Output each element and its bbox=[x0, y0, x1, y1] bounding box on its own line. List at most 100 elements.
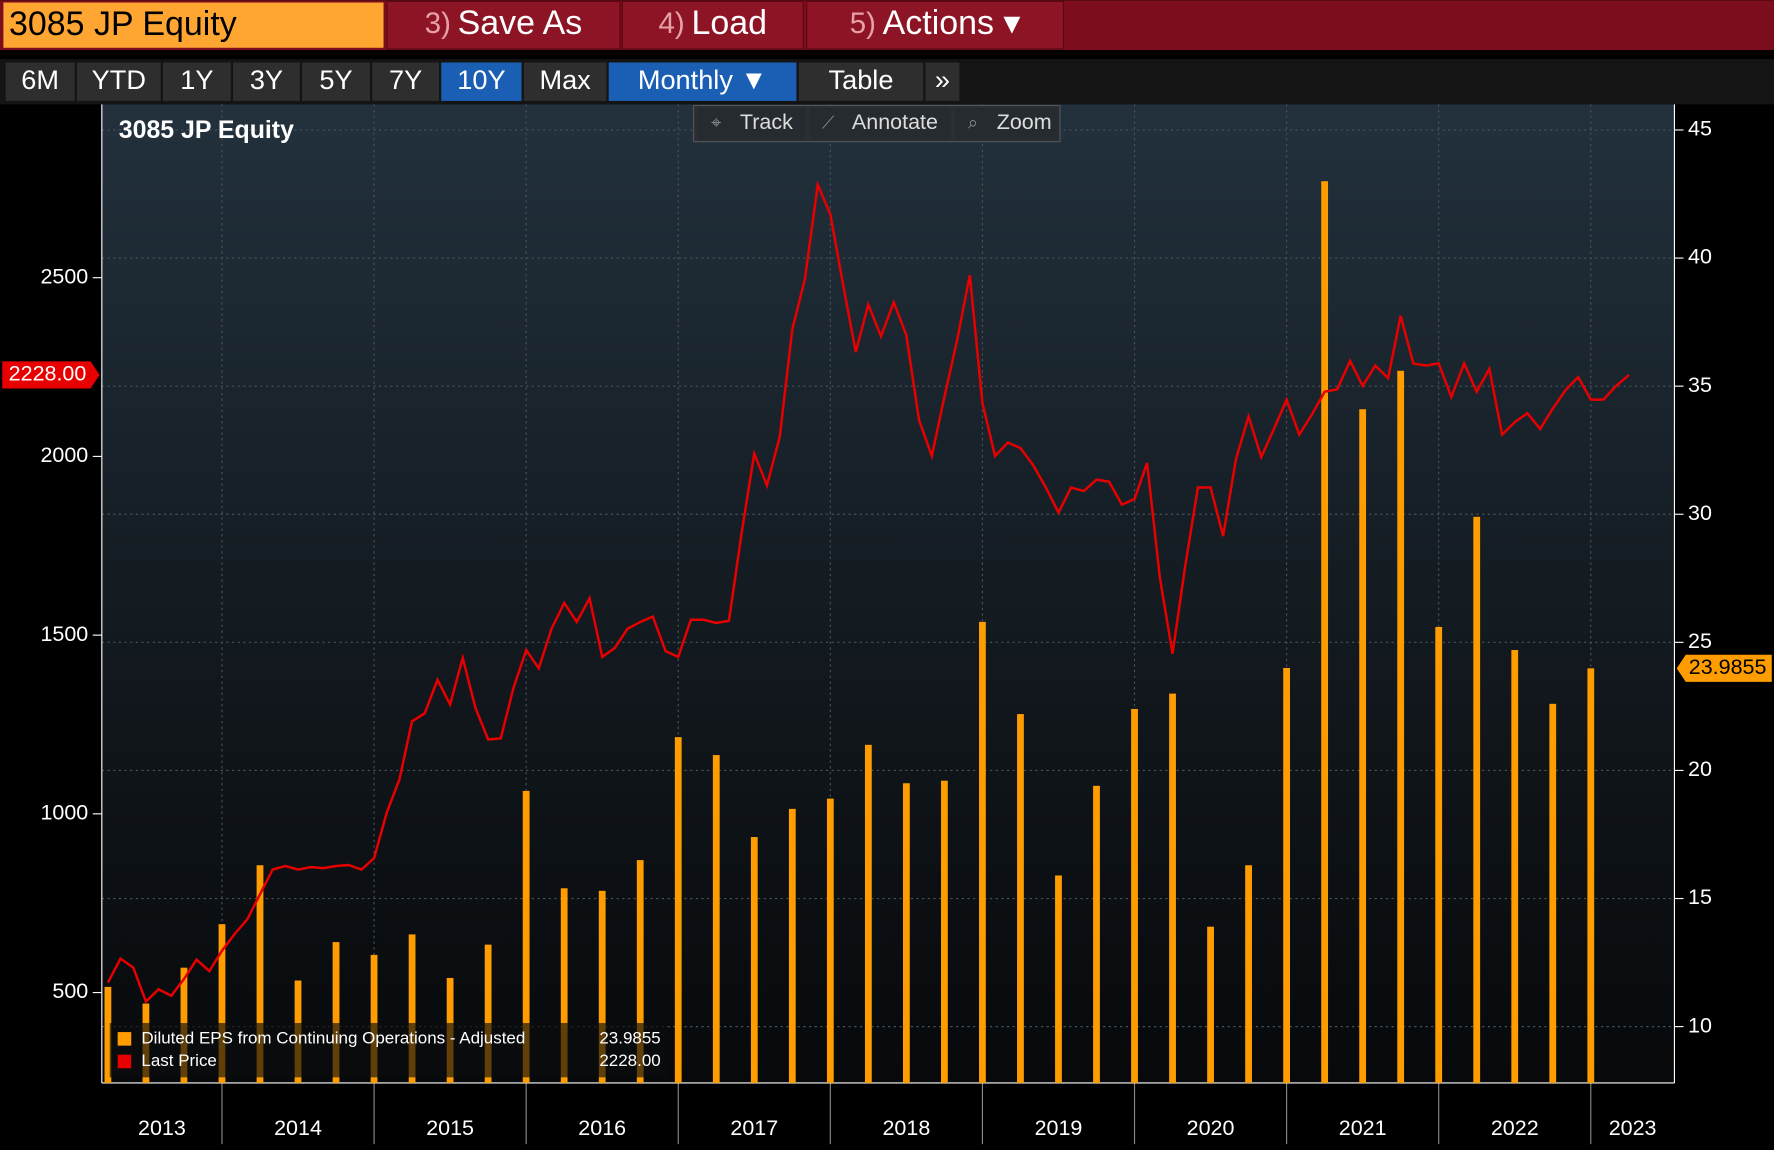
range-button[interactable] bbox=[233, 62, 300, 101]
tool-button[interactable] bbox=[954, 107, 1058, 140]
period-label: Monthly ▼ bbox=[638, 64, 767, 95]
y2-tick-label: 40 bbox=[1688, 245, 1712, 269]
chart-title: 3085 JP Equity bbox=[119, 116, 294, 144]
range-label: YTD bbox=[92, 64, 146, 95]
security-box[interactable] bbox=[3, 2, 384, 48]
bar bbox=[1587, 668, 1595, 1083]
legend-value: 23.9855 bbox=[599, 1028, 660, 1047]
legend: Diluted EPS from Continuing Operations -… bbox=[109, 1023, 667, 1078]
menu-button-bg bbox=[806, 0, 1065, 50]
tool-label: Track bbox=[740, 110, 793, 134]
range-button[interactable] bbox=[5, 62, 75, 101]
table-label: Table bbox=[829, 64, 894, 95]
bar bbox=[674, 737, 682, 1083]
bar bbox=[104, 986, 112, 1083]
y2-tick-label: 35 bbox=[1688, 373, 1712, 397]
tool-label: Annotate bbox=[852, 110, 938, 134]
bar bbox=[560, 888, 568, 1083]
bar bbox=[598, 890, 606, 1083]
security: 3085 JP Equity bbox=[9, 5, 237, 43]
y2-tick-label: 10 bbox=[1688, 1013, 1712, 1037]
range-label: 7Y bbox=[389, 64, 422, 95]
bar bbox=[712, 755, 720, 1083]
legend-value: 2228.00 bbox=[599, 1051, 660, 1070]
bar bbox=[750, 837, 758, 1083]
bar bbox=[979, 621, 986, 1083]
menu-num: 4) bbox=[659, 7, 685, 40]
x-year-label: 2017 bbox=[730, 1116, 778, 1140]
bar bbox=[1397, 370, 1405, 1083]
y-tick-label: 2000 bbox=[40, 443, 88, 467]
bar bbox=[1169, 693, 1176, 1083]
table-button[interactable] bbox=[798, 62, 924, 101]
tools: ⌖ Track ⟋ Annotate ⌕ Zoom bbox=[698, 107, 1058, 140]
range-button[interactable] bbox=[162, 62, 231, 101]
y-tick-label: 1500 bbox=[40, 622, 88, 646]
bar bbox=[788, 808, 796, 1083]
range-label: 1Y bbox=[180, 64, 213, 95]
menu-button-bg bbox=[386, 0, 621, 50]
tool-button[interactable] bbox=[698, 107, 806, 140]
period-button[interactable] bbox=[608, 62, 797, 101]
bar bbox=[1245, 865, 1252, 1083]
bar bbox=[522, 790, 530, 1083]
bar bbox=[256, 865, 264, 1083]
bar bbox=[1283, 667, 1291, 1083]
menu-button-bg bbox=[621, 0, 804, 50]
range-button[interactable] bbox=[76, 62, 161, 101]
bar bbox=[1131, 708, 1138, 1083]
last-value-tag bbox=[2, 361, 100, 389]
y2-tick-label: 25 bbox=[1688, 629, 1712, 653]
legend-bg bbox=[109, 1023, 667, 1078]
bar bbox=[1093, 785, 1100, 1083]
menu-button-label: 4) Load bbox=[659, 4, 767, 42]
y-tick-label: 500 bbox=[52, 979, 88, 1003]
bar bbox=[218, 924, 226, 1083]
range-label: 10Y bbox=[457, 64, 505, 95]
bar bbox=[1473, 516, 1481, 1083]
last-value-label: 2228.00 bbox=[9, 362, 87, 386]
plot: 10 15 20 25 30 35 40 45 500 1000 1500 2000 2500 2013 2… bbox=[2, 104, 1772, 1145]
x-year-label: 2018 bbox=[882, 1116, 930, 1140]
menu-num: 3) bbox=[425, 7, 451, 40]
ranges: 6M YTD 1Y 3Y 5Y 7Y 10Y Max Monthly ▼ Table » bbox=[5, 62, 960, 101]
legend-swatch bbox=[117, 1032, 132, 1046]
bar bbox=[408, 934, 416, 1083]
x-year-label: 2016 bbox=[578, 1116, 626, 1140]
range-label: Max bbox=[539, 64, 591, 95]
legend-name: Last Price bbox=[141, 1051, 216, 1070]
menu-button-label: 3) Save As bbox=[425, 4, 582, 42]
menu-button[interactable]: 3) Save As bbox=[386, 0, 621, 50]
tool-icon: ⌖ bbox=[711, 112, 721, 132]
menu-num: 5) bbox=[850, 7, 876, 40]
menu-button[interactable]: 4) Load bbox=[621, 0, 804, 50]
more-button[interactable] bbox=[925, 62, 960, 101]
bar bbox=[1207, 926, 1214, 1083]
bar bbox=[902, 783, 910, 1083]
x-year-label: 2021 bbox=[1339, 1116, 1387, 1140]
bar bbox=[1055, 875, 1062, 1083]
menu-button-label: 5) Actions ▾ bbox=[850, 4, 1021, 42]
menu-button[interactable]: 5) Actions ▾ bbox=[806, 0, 1065, 50]
last-value-label: 23.9855 bbox=[1689, 655, 1767, 679]
bar bbox=[826, 798, 834, 1083]
legend-name: Diluted EPS from Continuing Operations -… bbox=[141, 1028, 525, 1047]
bar bbox=[332, 942, 340, 1083]
range-button[interactable] bbox=[372, 62, 439, 101]
menu: 3) Save As 4) Load 5) Actions ▾ bbox=[386, 0, 1065, 50]
range-button[interactable] bbox=[302, 62, 370, 101]
range-button[interactable] bbox=[441, 62, 522, 101]
x-year-label: 2013 bbox=[138, 1116, 186, 1140]
tool-button[interactable] bbox=[810, 107, 951, 140]
range-label: 3Y bbox=[250, 64, 283, 95]
more-label: » bbox=[935, 64, 950, 95]
tool-icon: ⌕ bbox=[968, 112, 978, 132]
range-button[interactable] bbox=[523, 62, 607, 101]
bar bbox=[370, 954, 378, 1083]
x-year-label: 2019 bbox=[1035, 1116, 1083, 1140]
menu-label: Save As bbox=[458, 4, 583, 42]
bar bbox=[1549, 703, 1557, 1083]
tool-label: Zoom bbox=[997, 110, 1052, 134]
bar bbox=[484, 944, 492, 1083]
